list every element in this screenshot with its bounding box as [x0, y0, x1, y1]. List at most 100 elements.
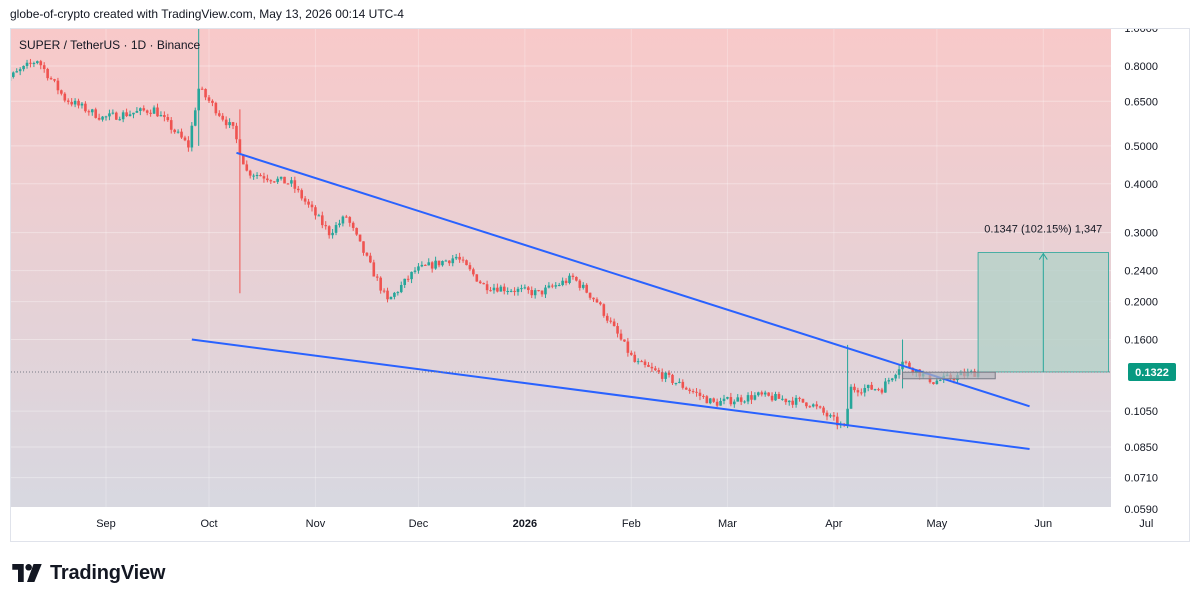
candle-body: [221, 115, 225, 120]
candle-body: [149, 112, 152, 114]
candle-body: [499, 286, 503, 292]
candle-body: [465, 260, 468, 266]
candle-body: [310, 204, 314, 208]
candle-body: [348, 217, 352, 223]
candle-body: [341, 216, 345, 224]
chart-area[interactable]: 0.1347 (102.15%) 1,347 1.0000 0.8000 0.650…: [10, 28, 1190, 542]
candle-body: [722, 398, 726, 401]
candle-body: [396, 292, 400, 294]
candle-body: [760, 392, 764, 395]
price-tick-label: 0.2000: [1124, 297, 1158, 309]
candle-body: [166, 117, 170, 121]
candle-body: [80, 103, 84, 106]
candle-body: [204, 89, 207, 98]
candle-body: [890, 378, 894, 381]
candle-body: [485, 284, 489, 291]
candle-body: [856, 390, 860, 393]
candle-body: [914, 369, 918, 373]
candle-body: [602, 304, 606, 316]
price-tick-label: 0.4000: [1124, 179, 1158, 191]
candle-body: [605, 315, 609, 321]
candle-body: [145, 110, 149, 113]
candle-body: [39, 61, 43, 66]
candle-body: [743, 401, 746, 403]
candle-body: [478, 281, 482, 284]
candle-body: [135, 110, 139, 113]
candle-body: [132, 112, 135, 115]
candle-body: [355, 227, 358, 235]
candle-body: [805, 402, 808, 407]
candle-body: [224, 119, 228, 126]
time-tick-label: Oct: [200, 518, 217, 530]
candle-body: [506, 290, 509, 292]
candle-body: [496, 287, 499, 292]
candle-body: [399, 284, 403, 293]
candle-body: [180, 131, 183, 138]
candle-body: [609, 320, 612, 322]
candle-body: [296, 188, 300, 191]
candle-body: [235, 125, 238, 140]
candle-body: [259, 174, 262, 177]
candle-body: [911, 368, 915, 373]
candle-body: [811, 404, 815, 407]
candle-body: [791, 400, 794, 405]
candle-body: [667, 372, 671, 375]
candle-body: [877, 389, 880, 391]
candle-body: [393, 292, 396, 297]
candle-body: [832, 415, 836, 417]
time-tick-label: Feb: [622, 518, 641, 530]
candle-body: [262, 176, 266, 179]
candle-body: [640, 361, 643, 363]
candle-body: [128, 114, 132, 117]
candle-body: [73, 100, 77, 105]
tradingview-brand[interactable]: TradingView: [12, 560, 165, 586]
candle-body: [904, 361, 908, 363]
candle-body: [592, 297, 595, 300]
candle-body: [702, 395, 705, 397]
candle-body: [379, 277, 382, 291]
time-tick-label: Apr: [825, 518, 842, 530]
candle-body: [564, 280, 568, 284]
candle-body: [283, 176, 286, 184]
candle-body: [121, 112, 125, 120]
candle-body: [255, 174, 259, 176]
candle-body: [108, 113, 111, 117]
candle-body: [726, 397, 729, 399]
candle-body: [97, 117, 101, 120]
candle-body: [513, 290, 516, 292]
candle-body: [767, 392, 770, 396]
candle-body: [18, 69, 22, 72]
candle-body: [884, 381, 887, 393]
candle-body: [908, 362, 911, 369]
candle-body: [502, 286, 506, 292]
candle-body: [781, 398, 784, 400]
candle-body: [272, 181, 276, 183]
price-tick-label: 0.1050: [1124, 406, 1158, 418]
candle-body: [293, 180, 297, 189]
candle-body: [242, 154, 245, 165]
candle-body: [276, 178, 279, 182]
candle-body: [228, 122, 231, 126]
candle-body: [303, 198, 307, 202]
candle-body: [705, 396, 709, 404]
candle-body: [612, 321, 616, 327]
candle-body: [49, 78, 53, 80]
candle-body: [616, 326, 619, 334]
candle-body: [774, 393, 777, 401]
price-tick-label: 0.0590: [1124, 504, 1158, 516]
time-axis: AugSepOctNovDec2026FebMarAprMayJunJul: [96, 518, 1153, 530]
candle-body: [430, 262, 434, 269]
candle-body: [362, 241, 365, 253]
candle-body: [818, 406, 822, 408]
price-chart[interactable]: 0.1347 (102.15%) 1,347 1.0000 0.8000 0.650…: [11, 29, 1190, 542]
candle-body: [314, 207, 317, 216]
candle-body: [557, 285, 561, 287]
candle-body: [163, 115, 166, 118]
candle-body: [410, 271, 413, 280]
candle-body: [156, 107, 159, 117]
candle-body: [382, 290, 386, 292]
candle-body: [708, 398, 712, 404]
candle-body: [56, 80, 60, 91]
candle-body: [729, 397, 733, 405]
candle-body: [218, 113, 221, 116]
